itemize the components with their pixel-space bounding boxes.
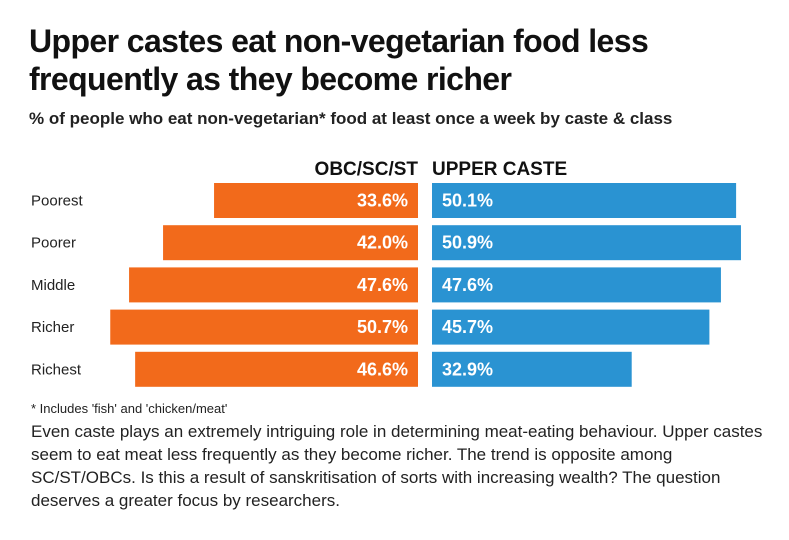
data-label-upper: 32.9% <box>442 359 493 379</box>
bar-upper-poorest <box>432 183 737 218</box>
category-label: Middle <box>31 277 75 294</box>
footnote: * Includes 'fish' and 'chicken/meat' <box>31 401 228 416</box>
data-label-upper: 50.1% <box>442 191 493 211</box>
butterfly-bar-chart: OBC/SC/ST UPPER CASTE Poorest 33.6% 50.1% Poo… <box>31 159 741 387</box>
data-label-upper: 47.6% <box>442 275 493 295</box>
bar-obc-richest <box>135 351 418 387</box>
category-label: Richer <box>31 319 74 336</box>
series-header-upper-caste: UPPER CASTE <box>432 159 567 180</box>
bar-obc-poorest <box>214 183 418 218</box>
data-label-obc: 50.7% <box>357 317 408 337</box>
data-label-obc: 33.6% <box>357 191 408 211</box>
data-label-obc: 42.0% <box>357 233 408 253</box>
chart-subtitle: % of people who eat non-vegetarian* food… <box>29 109 673 128</box>
chart-title: Upper castes eat non-vegetarian food les… <box>29 23 649 97</box>
data-label-upper: 50.9% <box>442 233 493 253</box>
bar-upper-richer <box>432 309 710 345</box>
bar-upper-richest <box>432 351 632 387</box>
data-label-obc: 47.6% <box>357 275 408 295</box>
body-text: Even caste plays an extremely intriguing… <box>31 422 763 510</box>
bar-obc-middle <box>129 267 418 303</box>
category-label: Poorest <box>31 193 84 210</box>
data-label-upper: 45.7% <box>442 317 493 337</box>
bar-upper-poorer <box>432 225 741 261</box>
category-label: Richest <box>31 361 82 378</box>
bar-obc-richer <box>110 309 418 345</box>
bar-obc-poorer <box>163 225 418 261</box>
bar-upper-middle <box>432 267 721 303</box>
category-label: Poorer <box>31 235 76 252</box>
data-label-obc: 46.6% <box>357 359 408 379</box>
series-header-obc: OBC/SC/ST <box>315 159 419 180</box>
